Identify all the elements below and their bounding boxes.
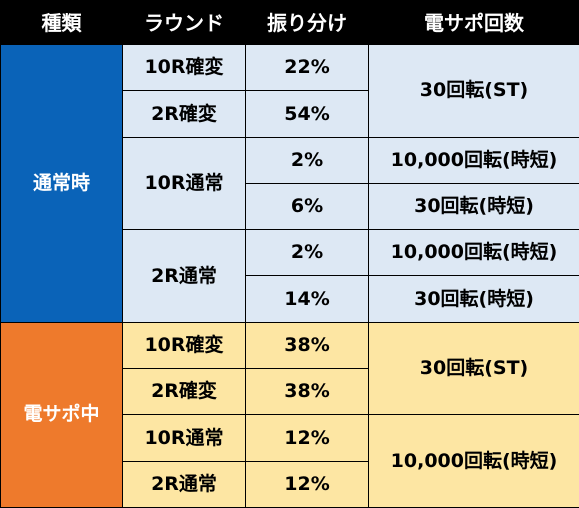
share-cell: 54% (245, 90, 369, 138)
table-row: 14% 30回転(時短) (1, 275, 579, 323)
support-count-cell: 30回転(ST) (368, 321, 579, 416)
mode-normal: 通常時 (0, 44, 123, 323)
share-cell: 6% (245, 182, 369, 231)
share-cell: 38% (245, 321, 369, 370)
table-row: 2R通常 12% (1, 460, 579, 508)
share-cell: 2% (245, 229, 369, 277)
share-cell: 22% (245, 43, 369, 92)
share-cell: 12% (245, 414, 369, 462)
support-count-cell: 30回転(時短) (368, 182, 579, 231)
table-row: 6% 30回転(時短) (1, 182, 579, 231)
share-cell: 38% (245, 368, 369, 416)
round-cell: 2R通常 (122, 229, 246, 323)
round-cell: 10R通常 (122, 414, 246, 462)
table-row: 2R確変 38% (1, 368, 579, 416)
round-cell: 2R通常 (122, 460, 246, 508)
table-row: 2R通常 2% 10,000回転(時短) (1, 229, 579, 323)
table-row: 通常時 10R確変 22% 30回転(ST) (0, 43, 579, 323)
round-cell: 10R通常 (122, 136, 246, 231)
round-cell: 2R確変 (122, 368, 246, 416)
table-row: 2R確変 54% (1, 90, 579, 138)
header-row: 種類 ラウンド 振り分け 電サポ回数 (0, 0, 579, 45)
support-count-cell: 30回転(時短) (368, 275, 579, 323)
header-type: 種類 (0, 0, 123, 45)
support-count-cell: 30回転(ST) (368, 44, 579, 138)
round-cell: 10R確変 (122, 43, 246, 92)
share-cell: 2% (245, 136, 369, 184)
share-cell: 14% (245, 275, 369, 323)
support-count-cell: 10,000回転(時短) (368, 414, 579, 508)
support-count-cell: 10,000回転(時短) (368, 229, 579, 277)
round-cell: 2R確変 (122, 90, 246, 138)
support-count-cell: 10,000回転(時短) (368, 136, 579, 184)
share-cell: 12% (245, 460, 369, 508)
mode-support: 電サポ中 (0, 321, 123, 508)
table-row: 10R通常 2% 10,000回転(時短) (1, 136, 579, 231)
table-row: 10R通常 12% 10,000回転(時短) (1, 414, 579, 508)
header-share: 振り分け (245, 0, 369, 45)
header-round: ラウンド (122, 0, 246, 45)
table-body: 通常時 10R確変 22% 30回転(ST) 2R確変 54% 10R通常 2%… (0, 43, 579, 508)
header-support-count: 電サポ回数 (368, 0, 579, 45)
table-row: 電サポ中 10R確変 38% 30回転(ST) (0, 321, 579, 508)
round-cell: 10R確変 (122, 321, 246, 370)
table-header: 種類 ラウンド 振り分け 電サポ回数 (0, 0, 579, 45)
